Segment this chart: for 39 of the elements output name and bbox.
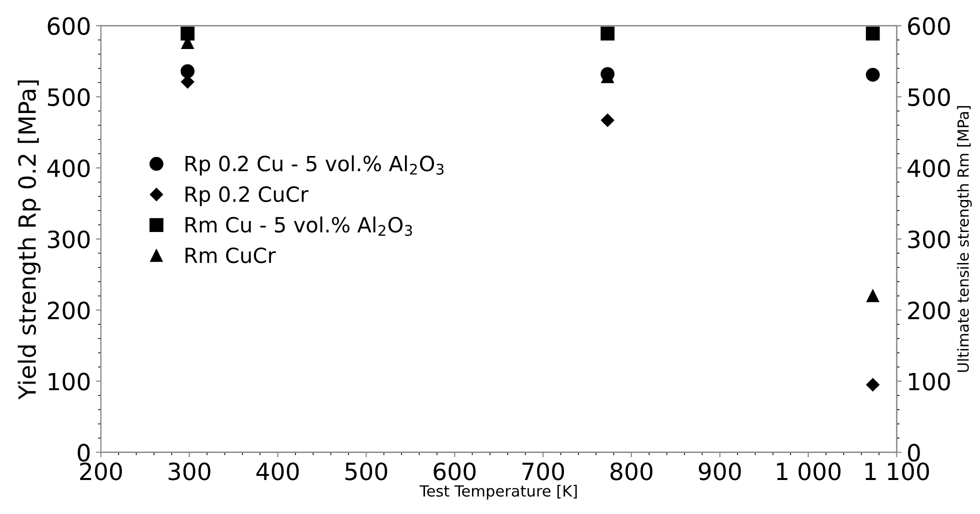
y-tick-label: 500 <box>48 88 90 106</box>
y2-tick-label: 100 <box>909 372 950 391</box>
point <box>866 26 880 40</box>
x-axis-title: Test Temperature [K] <box>420 484 577 500</box>
y-tick-label: 400 <box>47 159 90 178</box>
point <box>866 290 880 302</box>
point <box>180 64 195 78</box>
point <box>180 26 195 40</box>
y2-tick-label: 300 <box>908 230 950 248</box>
x-tick-label: 800 <box>610 462 652 480</box>
x-tick-label: 1 000 <box>777 462 841 480</box>
x-tick-label: 500 <box>345 462 388 480</box>
y2-tick-label: 600 <box>908 17 950 36</box>
y2-axis-title: Ultimate tensile strength Rm [MPa] <box>957 106 972 372</box>
x-tick-label: 200 <box>80 462 122 480</box>
point <box>600 114 614 127</box>
legend-label: Rm Cu - 5 vol.% Al$_{2}$O$_{3}$ <box>186 216 412 236</box>
legend-label: Rp 0.2 Cu - 5 vol.% Al$_{2}$O$_{3}$ <box>186 155 444 176</box>
y-tick-label: 200 <box>48 302 90 320</box>
y-tick-label: 100 <box>48 372 90 391</box>
point <box>866 378 880 392</box>
legend-label: Rm CuCr <box>186 247 276 264</box>
x-tick-label: 1 100 <box>865 462 929 480</box>
y-tick-label: 600 <box>48 17 90 36</box>
y-axis-title: Yield strength Rp 0.2 [MPa] <box>18 80 41 400</box>
legend-label: Rp 0.2 CuCr <box>186 186 308 206</box>
x-tick-label: 900 <box>698 462 741 480</box>
x-tick-label: 400 <box>256 462 299 480</box>
y-tick-label: 0 <box>78 444 90 462</box>
y-tick-label: 300 <box>48 230 90 248</box>
y2-tick-label: 200 <box>908 302 950 320</box>
x-tick-label: 300 <box>168 462 210 480</box>
x-tick-label: 700 <box>522 462 564 480</box>
y2-tick-label: 500 <box>908 88 950 106</box>
y2-tick-label: 0 <box>908 444 920 462</box>
x-tick-label: 600 <box>434 462 476 480</box>
point <box>600 26 615 40</box>
point <box>866 68 880 82</box>
y2-tick-label: 400 <box>908 159 950 178</box>
